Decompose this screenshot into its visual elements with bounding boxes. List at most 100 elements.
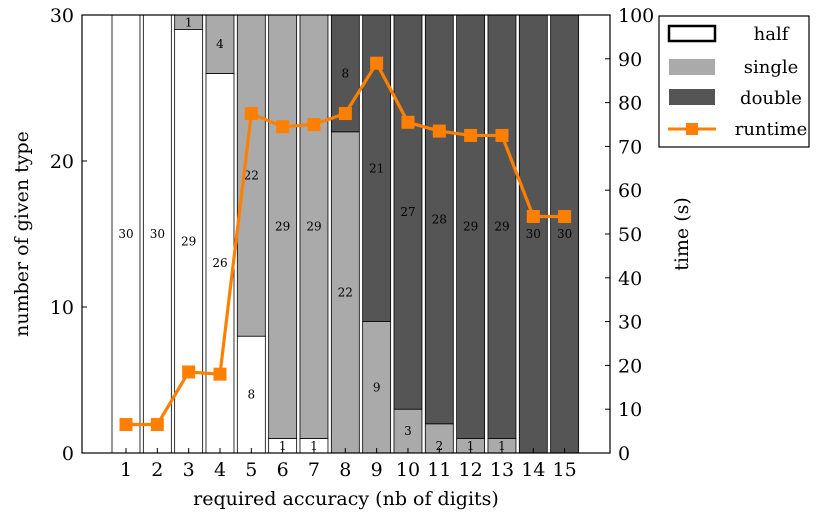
runtime-line-layer (119, 56, 572, 432)
bar-double (424, 14, 454, 425)
x-tick-label: 7 (308, 459, 320, 481)
legend-swatch-half (667, 24, 717, 43)
y-tick-label: 30 (50, 5, 74, 27)
runtime-marker (213, 367, 227, 381)
bar-label-single: 1 (185, 16, 193, 30)
bar-label-double: 27 (400, 205, 415, 219)
runtime-marker (558, 209, 572, 223)
runtime-marker (244, 107, 258, 121)
bar-single (362, 321, 392, 454)
bar-label-double: 29 (463, 220, 478, 234)
runtime-marker (495, 128, 509, 142)
legend-swatch-single (669, 59, 715, 75)
runtime-marker (432, 124, 446, 138)
bar-label-double: 30 (557, 227, 572, 241)
bar-label-single: 1 (498, 439, 506, 453)
runtime-marker (370, 56, 384, 70)
runtime-marker (401, 115, 415, 129)
y2-tick-label: 80 (618, 93, 642, 115)
bar-half (111, 14, 141, 454)
bar-double (487, 14, 517, 439)
bar-label-half: 1 (310, 439, 318, 453)
axes-layer: 1 2 3 4 5 6 7 8 9 10 11 12 13 14 150102030010203040506… (50, 5, 654, 481)
bar-single (330, 131, 360, 454)
bar-label-double: 29 (494, 220, 509, 234)
bar-label-half: 30 (118, 227, 133, 241)
legend-label-single: single (744, 57, 799, 78)
x-tick-label: 13 (490, 459, 514, 481)
y2-tick-label: 50 (618, 224, 642, 246)
legend-label-runtime: runtime (735, 119, 808, 140)
x-tick-label: 15 (553, 459, 577, 481)
y2-tick-label: 100 (618, 5, 654, 27)
legend-swatch-double (669, 89, 715, 105)
runtime-marker (464, 128, 478, 142)
bar-label-double: 30 (526, 227, 541, 241)
y2-tick-label: 40 (618, 268, 642, 290)
x-tick-label: 5 (245, 459, 257, 481)
bar-double (362, 14, 392, 323)
x-tick-label: 4 (214, 459, 226, 481)
x-tick-label: 8 (339, 459, 351, 481)
bar-single (299, 14, 329, 439)
bar-label-double: 21 (369, 161, 384, 175)
bar-label-double: 8 (341, 66, 349, 80)
x-tick-label: 2 (151, 459, 163, 481)
x-tick-label: 12 (459, 459, 483, 481)
bar-label-single: 3 (404, 424, 412, 438)
bar-double (393, 14, 423, 410)
x-tick-label: 3 (183, 459, 195, 481)
legend-label-half: half (754, 24, 790, 45)
legend: half single double runtime (658, 15, 810, 148)
bar-single (236, 14, 266, 337)
runtime-marker (526, 209, 540, 223)
y2-tick-label: 90 (618, 49, 642, 71)
x-tick-label: 14 (521, 459, 545, 481)
runtime-marker (307, 118, 321, 131)
bar-label-single: 9 (373, 380, 381, 394)
y-axis-label: number of given type (11, 131, 33, 337)
legend-label-double: double (740, 88, 802, 109)
bar-label-half: 30 (150, 227, 165, 241)
y-tick-label: 20 (50, 151, 74, 173)
runtime-marker (182, 365, 196, 379)
runtime-marker (276, 120, 290, 134)
legend-swatch-runtime-marker (686, 123, 698, 135)
x-tick-label: 11 (427, 459, 451, 481)
y2-tick-label: 20 (618, 355, 642, 377)
x-tick-label: 1 (120, 459, 132, 481)
bar-label-half: 29 (181, 234, 196, 248)
bar-label-single: 1 (467, 439, 475, 453)
runtime-marker (150, 418, 164, 432)
bar-label-single: 4 (216, 37, 224, 51)
x-tick-label: 10 (396, 459, 420, 481)
bars-layer (111, 14, 580, 454)
y2-tick-label: 0 (618, 443, 630, 465)
bar-label-single: 29 (306, 220, 321, 234)
runtime-marker (338, 107, 352, 121)
bar-single (268, 14, 298, 439)
bar-label-double: 28 (432, 212, 447, 226)
y2-tick-label: 10 (618, 399, 642, 421)
bar-single (393, 408, 423, 454)
x-tick-label: 6 (277, 459, 289, 481)
bar-single (205, 14, 235, 74)
bar-double (550, 14, 580, 454)
bar-double (456, 14, 486, 439)
bar-label-single: 2 (435, 439, 443, 453)
y2-axis-label: time (s) (671, 197, 693, 271)
bar-label-single: 22 (244, 169, 259, 183)
y-tick-label: 0 (62, 443, 74, 465)
y2-tick-label: 30 (618, 312, 642, 334)
bar-single (424, 423, 454, 454)
runtime-marker (119, 418, 133, 432)
bar-label-half: 26 (212, 256, 227, 270)
y2-tick-label: 60 (618, 180, 642, 202)
x-tick-label: 9 (371, 459, 383, 481)
bar-half (142, 14, 172, 454)
x-axis-label: required accuracy (nb of digits) (193, 488, 499, 510)
bar-label-half: 1 (279, 439, 287, 453)
y2-tick-label: 70 (618, 136, 642, 158)
